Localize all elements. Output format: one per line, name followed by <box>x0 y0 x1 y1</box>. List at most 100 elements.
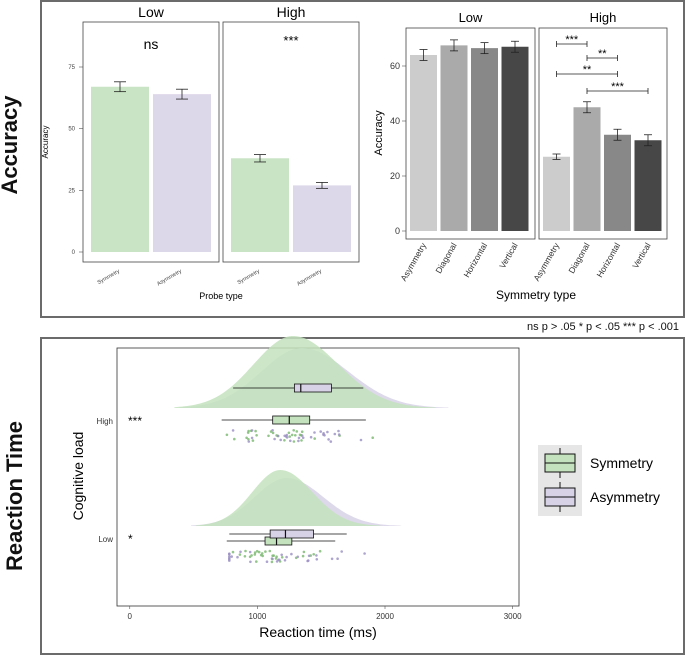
rain-point <box>230 555 233 558</box>
rain-point <box>244 549 247 553</box>
rain-point <box>228 552 231 555</box>
rain-point <box>337 433 341 436</box>
rain-point <box>337 429 340 433</box>
x-tick-label: 0 <box>128 612 133 621</box>
rain-point <box>295 430 299 433</box>
rain-point <box>238 553 242 556</box>
rain-point <box>329 440 333 443</box>
rain-point <box>257 550 261 554</box>
rain-point <box>290 552 293 556</box>
y-tick-label: 60 <box>390 61 400 71</box>
rain-point <box>275 555 278 558</box>
significance-label: *** <box>283 33 298 48</box>
facet-frame <box>222 21 360 263</box>
rain-point <box>273 437 276 441</box>
rain-point <box>280 553 284 557</box>
rain-point <box>276 434 280 438</box>
rain-point <box>271 429 274 432</box>
rain-point <box>296 555 300 559</box>
rain-point <box>306 559 309 563</box>
significance-label: ns <box>144 36 159 52</box>
legend-label-asymmetry: Asymmetry <box>590 489 660 505</box>
rain-point <box>249 560 252 564</box>
x-tick-label: 3000 <box>504 612 522 621</box>
rain-point <box>250 429 254 432</box>
bar-high-asymmetry <box>293 185 351 252</box>
y-tick-label-high: High <box>97 417 113 426</box>
rain-point <box>279 438 283 442</box>
box-low-asymmetry <box>269 529 314 539</box>
rain-point <box>255 434 258 437</box>
x-tick-label: 2000 <box>376 612 394 621</box>
rain-point <box>312 553 316 556</box>
rain-point <box>231 550 235 554</box>
x-tick-label: 1000 <box>248 612 266 621</box>
rain-point <box>313 437 317 440</box>
rain-point <box>261 554 265 558</box>
x-axis-title: Probe type <box>199 291 243 301</box>
rain-point <box>289 439 292 443</box>
bar-low-vertical <box>501 46 529 231</box>
rain-point <box>340 550 344 553</box>
facet-label-high: High <box>277 4 306 20</box>
rain-point <box>330 557 334 561</box>
box-high-asymmetry <box>293 383 332 393</box>
rain-point <box>228 556 231 560</box>
rain-point <box>271 431 275 435</box>
rain-point <box>292 429 296 432</box>
bar-high-diagonal <box>573 107 601 231</box>
comparison-label: *** <box>565 34 579 46</box>
rain-point <box>248 550 252 554</box>
rain-point <box>297 439 300 443</box>
significance-note: ns p > .05 * p < .05 *** p < .001 <box>527 321 679 333</box>
rain-point <box>278 558 281 562</box>
rain-point <box>333 432 337 436</box>
rain-point <box>233 437 236 441</box>
rain-point <box>243 555 247 558</box>
rain-point <box>302 550 306 554</box>
bar-low-horizontal <box>471 48 498 231</box>
bar-low-symmetry <box>91 86 149 252</box>
rain-point <box>315 558 319 561</box>
y-tick-label: 20 <box>390 171 400 181</box>
bar-low-asymmetry <box>153 94 211 252</box>
bar-low-asymmetry <box>410 55 437 231</box>
rain-point <box>247 438 250 441</box>
group-significance-low: * <box>128 532 133 546</box>
rain-point <box>247 440 251 443</box>
facet-label-low: Low <box>138 4 165 20</box>
rain-point <box>288 435 292 438</box>
rain-point <box>255 549 259 553</box>
box-high-symmetry <box>272 415 311 425</box>
rain-point <box>336 557 339 560</box>
rain-point <box>326 430 329 434</box>
density-low-symmetry <box>196 470 382 526</box>
rain-point <box>309 435 313 439</box>
rain-point <box>270 557 274 560</box>
density-high-symmetry <box>174 336 436 408</box>
bar-high-horizontal <box>604 134 631 231</box>
rain-point <box>300 434 304 437</box>
rain-point <box>300 439 303 442</box>
rain-point <box>254 429 257 433</box>
group-significance-high: *** <box>128 414 142 428</box>
y-tick-label: 40 <box>390 116 400 126</box>
rain-point <box>280 556 284 559</box>
comparison-label: ** <box>583 64 592 76</box>
rain-point <box>251 439 255 442</box>
rain-point <box>313 431 316 434</box>
rain-point <box>265 560 269 563</box>
rain-point <box>231 429 235 432</box>
legend-label-symmetry: Symmetry <box>590 455 653 471</box>
rain-point <box>359 438 363 442</box>
rain-point <box>371 436 375 440</box>
facet-frame <box>82 21 220 263</box>
x-axis-title: Reaction time (ms) <box>259 624 376 640</box>
rain-point <box>297 436 301 440</box>
rain-point <box>225 433 229 437</box>
rain-point <box>307 554 311 558</box>
rain-point <box>300 430 304 434</box>
rain-point <box>287 431 291 435</box>
rain-point <box>267 434 270 438</box>
